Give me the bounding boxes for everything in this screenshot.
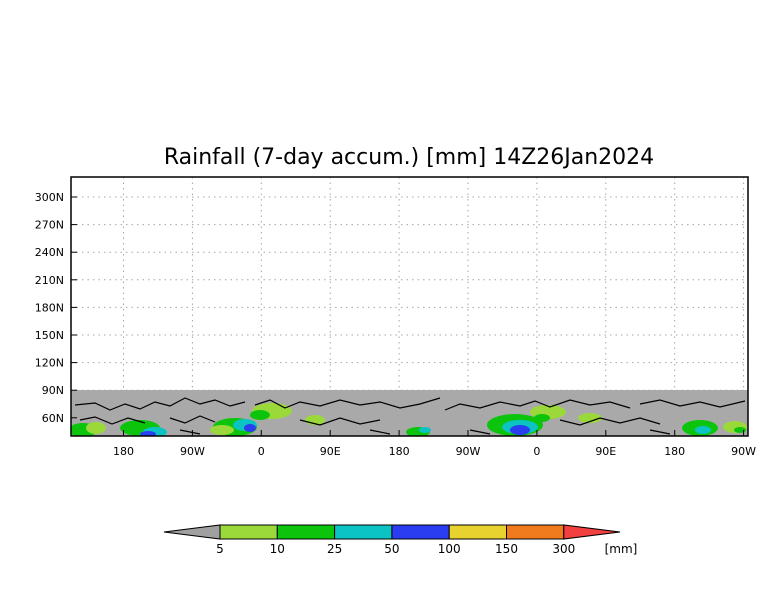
chart-title: Rainfall (7-day accum.) [mm] 14Z26Jan202… — [164, 145, 654, 170]
x-tick-label: 90W — [456, 445, 481, 458]
x-axis-ticks: 180 90W 0 90E 180 90W 0 90E 180 90W — [113, 430, 756, 458]
rainfall-area — [250, 410, 270, 420]
y-tick-label: 300N — [35, 191, 64, 204]
rainfall-area — [578, 413, 602, 423]
y-tick-label: 120N — [35, 357, 64, 370]
rainfall-area — [140, 431, 156, 436]
colorbar-segment — [391, 524, 450, 540]
coastline — [559, 417, 661, 426]
coastline — [299, 417, 381, 426]
coastline — [179, 429, 671, 435]
colorbar-unit: [mm] — [605, 542, 638, 556]
x-tick-label: 90W — [180, 445, 205, 458]
rainfall-area — [734, 427, 746, 433]
x-tick-label: 180 — [113, 445, 134, 458]
colorbar-label: 5 — [216, 542, 224, 556]
x-tick-label: 0 — [258, 445, 265, 458]
colorbar-segment — [334, 524, 393, 540]
missing-data-band — [71, 390, 748, 436]
colorbar-low-triangle — [163, 524, 221, 540]
colorbar-label: 50 — [384, 542, 399, 556]
y-axis-ticks: 300N 270N 240N 210N 180N 150N 120N 90N 60N — [35, 191, 77, 425]
x-tick-label: 90W — [731, 445, 756, 458]
coastline — [79, 416, 146, 425]
colorbar-segment — [448, 524, 508, 540]
colorbar-segment — [219, 524, 278, 540]
rainfall-map — [71, 390, 748, 436]
rainfall-area — [86, 422, 106, 434]
colorbar: 5 10 25 50 100 150 300 [mm] — [163, 524, 638, 556]
x-tick-label: 180 — [389, 445, 410, 458]
y-tick-label: 180N — [35, 301, 64, 314]
x-tick-label: 90E — [595, 445, 616, 458]
rainfall-areas — [71, 403, 747, 436]
colorbar-label: 10 — [270, 542, 285, 556]
rainfall-area — [244, 424, 256, 432]
rainfall-area — [210, 425, 234, 435]
x-tick-label: 0 — [533, 445, 540, 458]
colorbar-label: 100 — [438, 542, 461, 556]
coastlines — [74, 397, 746, 435]
y-tick-label: 240N — [35, 246, 64, 259]
colorbar-segment — [276, 524, 336, 540]
plot-frame — [70, 176, 749, 437]
colorbar-high-triangle — [563, 524, 621, 540]
colorbar-label: 300 — [552, 542, 575, 556]
y-tick-label: 60N — [42, 412, 64, 425]
rainfall-area — [510, 425, 530, 435]
rainfall-area — [695, 426, 711, 434]
coastline — [639, 399, 746, 408]
y-tick-label: 210N — [35, 274, 64, 287]
colorbar-segment — [506, 524, 565, 540]
colorbar-label: 25 — [327, 542, 342, 556]
rainfall-area — [419, 427, 431, 433]
coastline — [74, 397, 246, 411]
rainfall-area — [534, 414, 550, 422]
y-tick-label: 150N — [35, 329, 64, 342]
colorbar-label: 150 — [495, 542, 518, 556]
coastline — [254, 397, 441, 409]
coastline — [444, 399, 631, 411]
coastline — [169, 415, 216, 424]
x-tick-label: 180 — [664, 445, 685, 458]
x-tick-label: 90E — [320, 445, 341, 458]
y-tick-label: 270N — [35, 219, 64, 232]
y-tick-label: 90N — [42, 384, 64, 397]
